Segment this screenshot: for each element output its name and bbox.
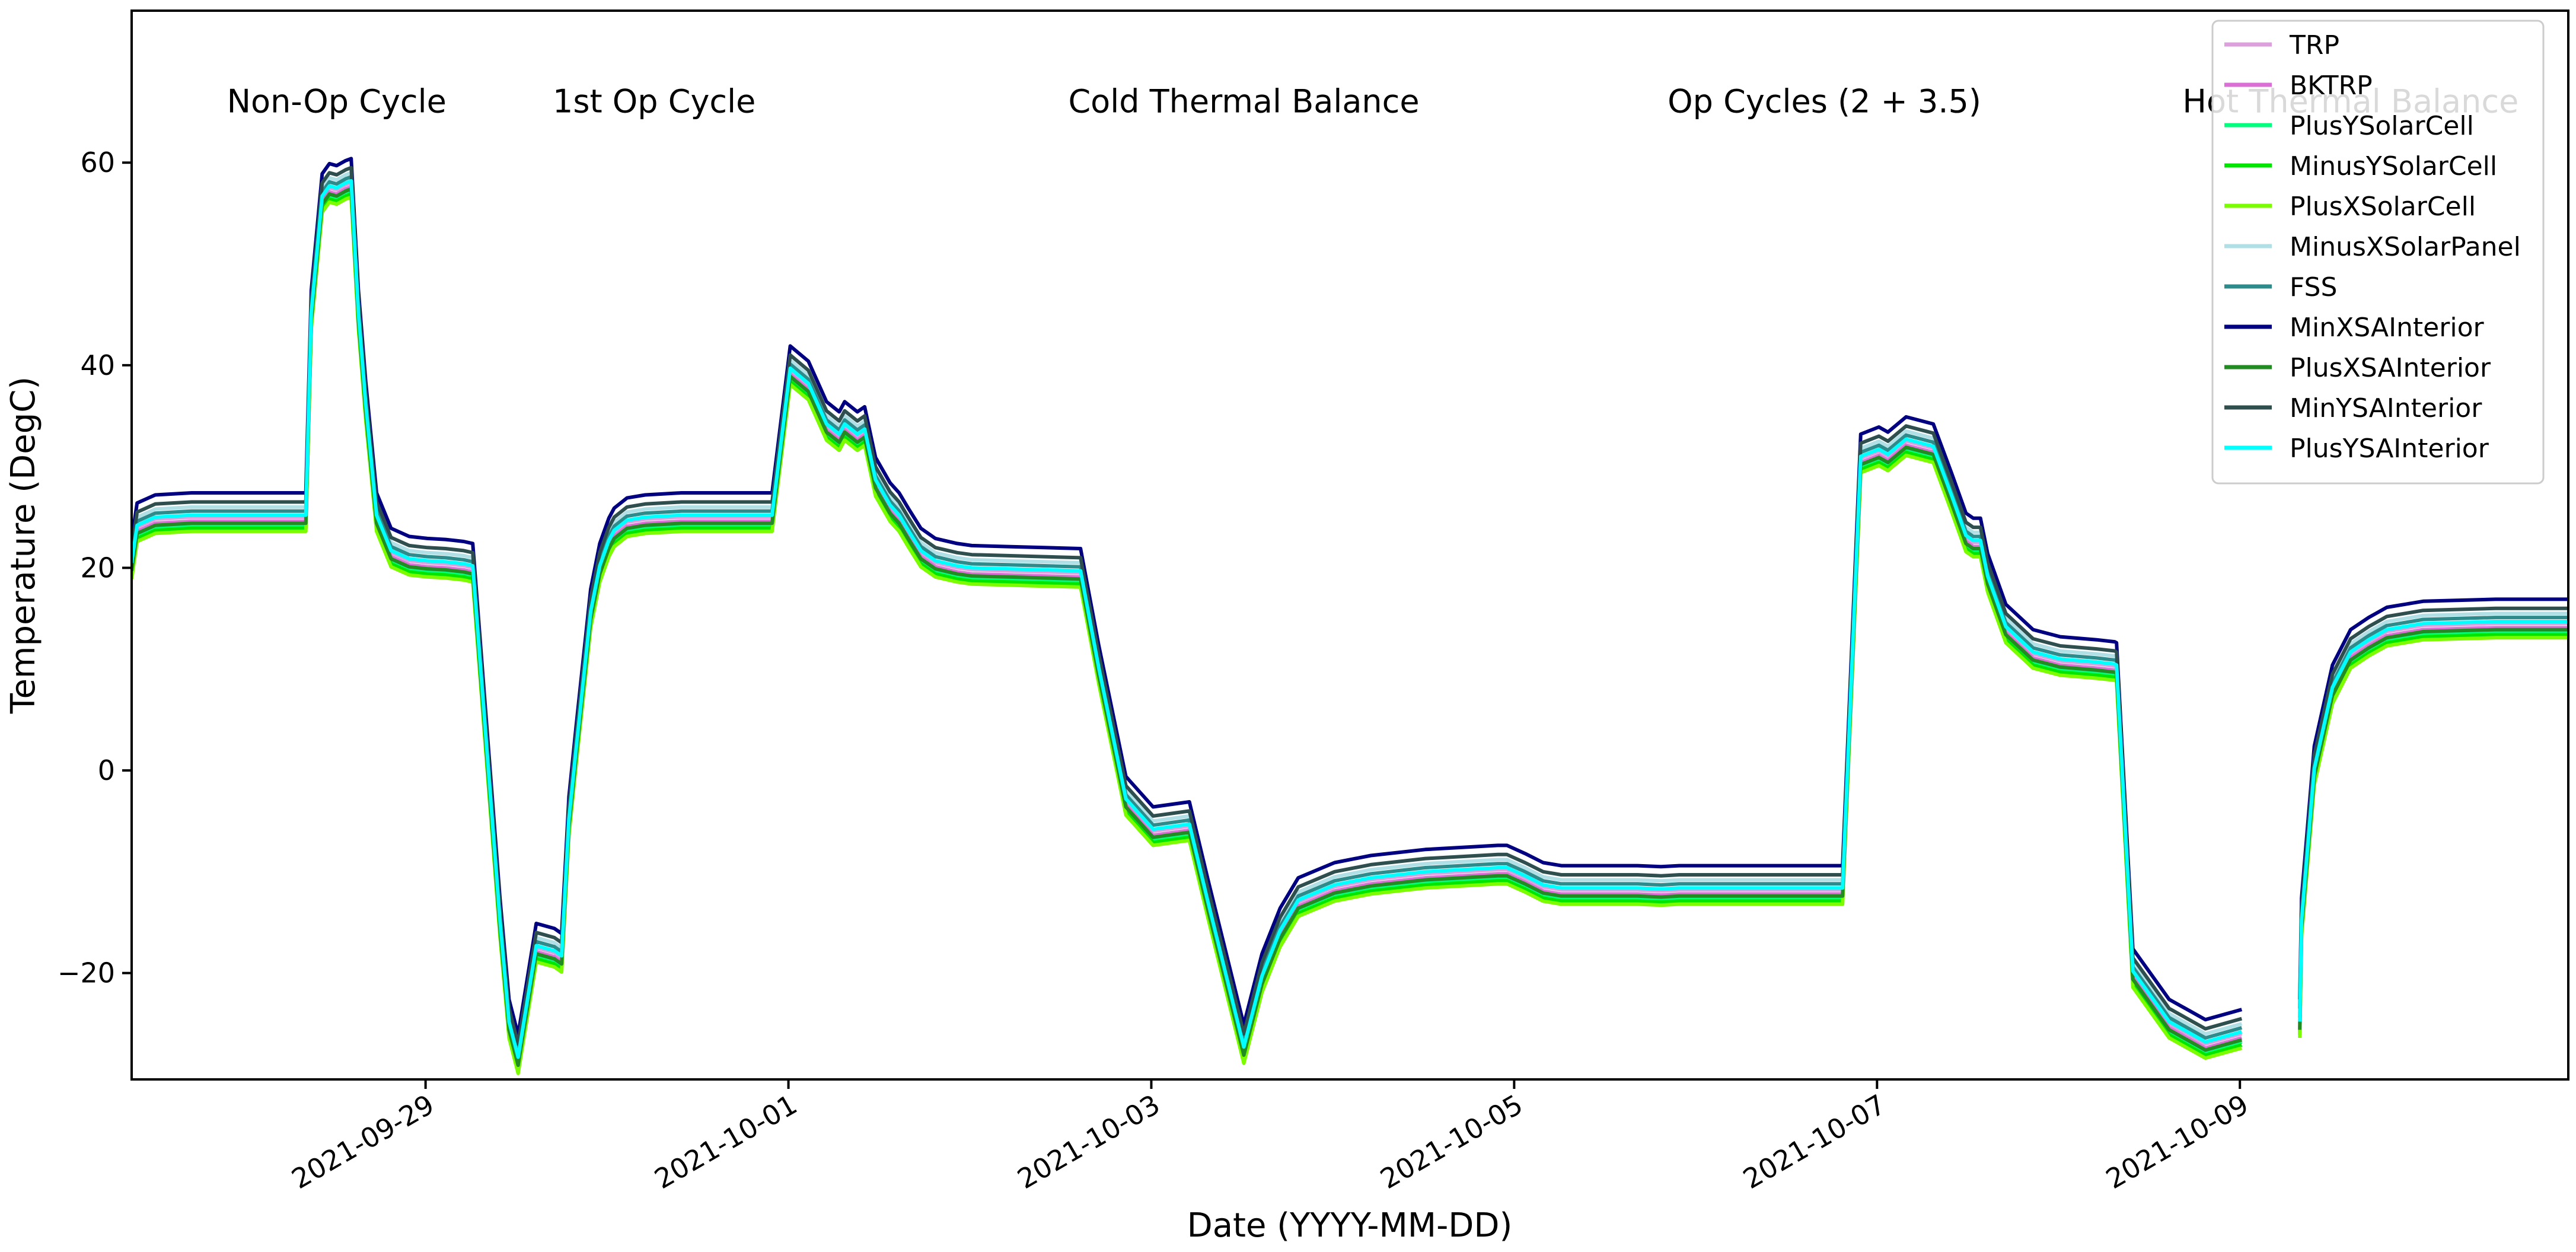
phase-annotation: Cold Thermal Balance [1068,83,1419,120]
y-tick-label: 40 [80,349,115,381]
legend-box [2211,20,2545,485]
y-axis-label: Temperature (DegC) [4,377,43,714]
legend-label: PlusXSolarCell [2290,192,2476,222]
legend-label: BKTRP [2290,71,2373,101]
plot-frame [130,9,2569,1081]
legend-label: MinYSAInterior [2290,393,2482,423]
legend-label: FSS [2290,272,2337,302]
legend-label: MinusYSolarCell [2290,151,2497,181]
phase-annotation: Op Cycles (2 + 3.5) [1668,83,1981,120]
legend-label: TRP [2289,30,2339,60]
x-axis-label: Date (YYYY-MM-DD) [1187,1206,1513,1245]
y-tick-label: 20 [80,552,115,584]
legend-label: PlusXSAInterior [2290,353,2491,383]
y-tick-label: −20 [58,957,115,989]
series-line-MinXSAInterior [132,157,2568,1037]
legend-label: MinXSAInterior [2290,313,2484,343]
y-tick-label: 60 [80,146,115,179]
legend-label: PlusYSAInterior [2290,434,2489,464]
legend-label: MinusXSolarPanel [2290,232,2521,262]
legend: TRP BKTRP PlusYSolarCell MinusYSolarCell Plu… [2211,20,2545,485]
y-tick-label: 0 [98,754,115,786]
series-line-MinYSAInterior [132,165,2568,1046]
legend-label: PlusYSolarCell [2290,111,2474,141]
series-line-PlusYSAInterior [132,179,2568,1059]
phase-annotation: Non-Op Cycle [227,83,447,120]
phase-annotation: 1st Op Cycle [553,83,755,120]
